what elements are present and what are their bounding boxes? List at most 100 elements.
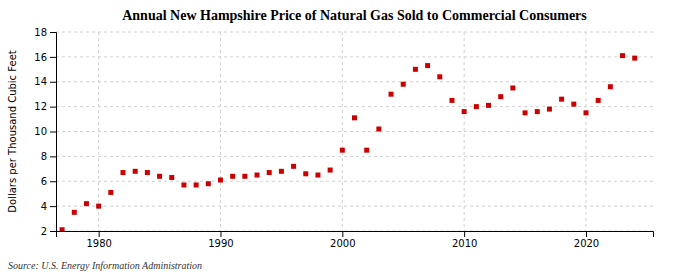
point [474, 104, 479, 109]
point [449, 98, 454, 103]
point [267, 170, 272, 175]
tick-label: 18 [34, 27, 47, 38]
point [583, 110, 588, 115]
tick: 10 [34, 126, 56, 137]
tick-label: 6 [41, 176, 47, 187]
grid-line [98, 32, 99, 231]
tick: 12 [34, 101, 56, 112]
point [523, 110, 528, 115]
tick: 6 [41, 176, 56, 187]
point [230, 174, 235, 179]
point [437, 74, 442, 79]
tick-mark [220, 231, 221, 237]
point [169, 175, 174, 180]
tick-label: 12 [34, 101, 47, 112]
grid-line [464, 32, 465, 231]
tick-mark [50, 32, 56, 33]
axis-line [50, 33, 57, 232]
point [145, 170, 150, 175]
point [96, 204, 101, 209]
point [133, 169, 138, 174]
tick-label: 16 [34, 52, 47, 63]
point [632, 56, 637, 61]
grid-line [56, 106, 653, 107]
y-axis-label: Dollars per Thousand Cubic Feet [7, 50, 18, 213]
point [121, 170, 126, 175]
chart: 1980 1990 2000 2010 2020 2 4 6 8 10 12 14 16 18 Annual… [0, 0, 675, 275]
tick-mark [586, 231, 587, 237]
point [486, 103, 491, 108]
tick-label: 4 [41, 201, 47, 212]
annotation: Source: U.S. Energy Information Administ… [8, 260, 202, 271]
tick: 1980 [86, 231, 111, 249]
point [340, 148, 345, 153]
point [279, 169, 284, 174]
point [206, 181, 211, 186]
point [303, 171, 308, 176]
tick-label: 8 [41, 151, 47, 162]
plot: 1980 1990 2000 2010 2020 2 4 6 8 10 12 14 16 18 [34, 27, 653, 249]
tick: 18 [34, 27, 56, 38]
point [72, 210, 77, 215]
grid-line [585, 32, 586, 231]
tick: 14 [34, 76, 56, 87]
point [535, 109, 540, 114]
point [596, 98, 601, 103]
tick-mark [50, 156, 56, 157]
point [547, 107, 552, 112]
tick-mark [50, 231, 56, 232]
point [620, 53, 625, 58]
point [328, 168, 333, 173]
grid-line [220, 32, 221, 231]
point [157, 174, 162, 179]
x-axis: 1980 1990 2000 2010 2020 [57, 231, 654, 249]
point [194, 182, 199, 187]
grid-line [56, 81, 653, 82]
tick-label: 1980 [86, 238, 111, 249]
point [291, 164, 296, 169]
point [462, 109, 467, 114]
point [181, 182, 186, 187]
tick-label: 2020 [574, 238, 599, 249]
point [84, 201, 89, 206]
grid-line [56, 56, 653, 57]
title: Annual New Hampshire Price of Natural Ga… [122, 8, 587, 23]
tick: 2 [41, 226, 56, 237]
tick-label: 1990 [208, 238, 233, 249]
point [218, 178, 223, 183]
tick-mark [50, 82, 56, 83]
tick: 4 [41, 201, 56, 212]
tick: 1990 [208, 231, 233, 249]
point [364, 148, 369, 153]
tick-mark [342, 231, 343, 237]
point [242, 174, 247, 179]
point [315, 173, 320, 178]
point [559, 97, 564, 102]
point [425, 63, 430, 68]
point [108, 190, 113, 195]
tick-label: 10 [34, 126, 47, 137]
tick-mark [50, 57, 56, 58]
grid-line [56, 156, 653, 157]
point [510, 85, 515, 90]
tick-mark [50, 206, 56, 207]
point [608, 84, 613, 89]
tick: 16 [34, 52, 56, 63]
grid [56, 32, 653, 231]
tick-label: 2000 [330, 238, 355, 249]
tick: 2020 [574, 231, 599, 249]
point [255, 173, 260, 178]
tick-label: 2010 [452, 238, 477, 249]
grid-line [56, 32, 653, 33]
point [389, 92, 394, 97]
tick: 8 [41, 151, 56, 162]
tick-mark [50, 107, 56, 108]
point [401, 82, 406, 87]
point [376, 127, 381, 132]
point [60, 227, 65, 231]
tick: 2010 [452, 231, 477, 249]
tick-mark [99, 231, 100, 237]
grid-line [342, 32, 343, 231]
tick-label: 14 [34, 76, 47, 87]
tick-mark [464, 231, 465, 237]
